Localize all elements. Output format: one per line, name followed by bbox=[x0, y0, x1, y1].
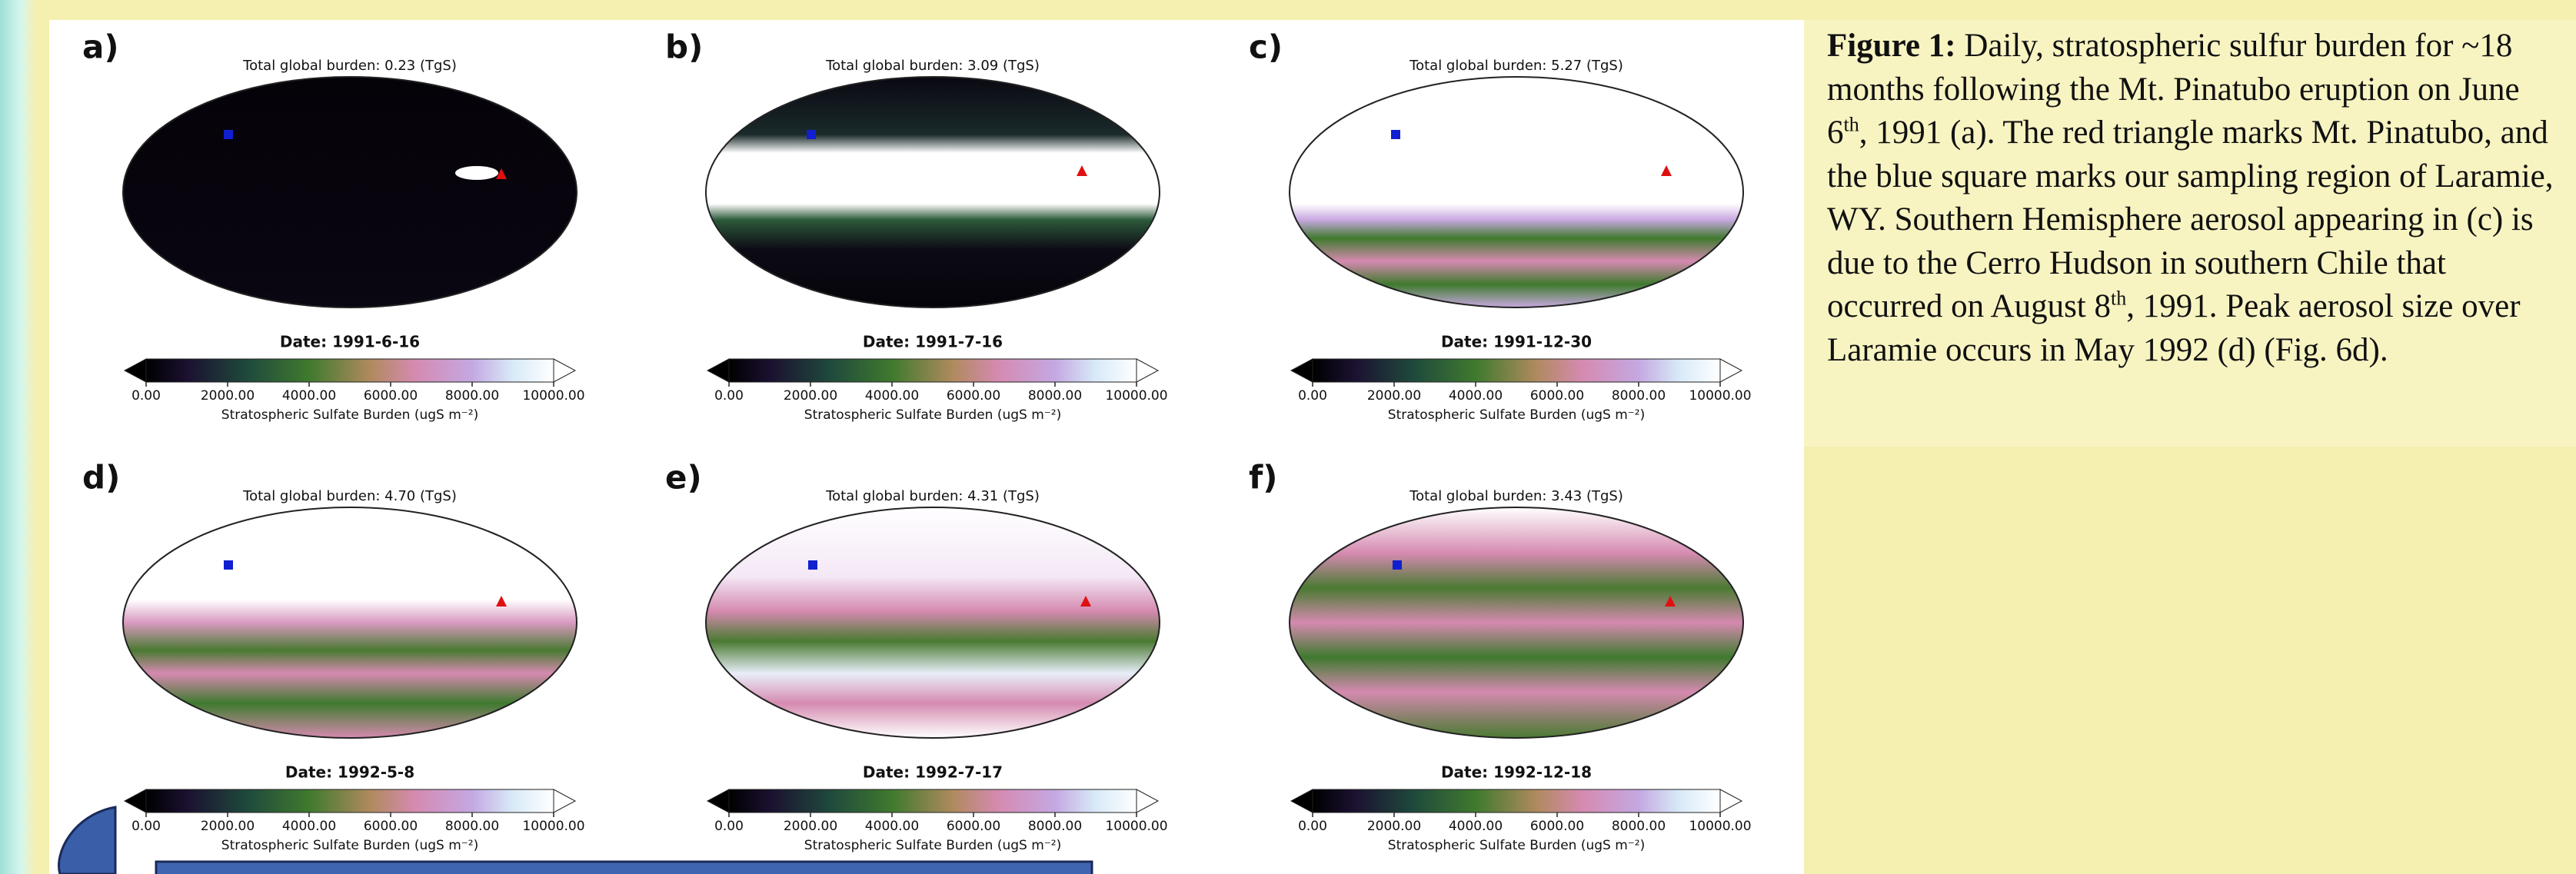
map-date: Date: 1992-12-18 bbox=[1441, 763, 1592, 782]
page: a) Total global burden: 0.23 (TgS) Date: 1… bbox=[0, 0, 2576, 874]
colorbar bbox=[146, 359, 554, 382]
colorbar-tick-label: 0.00 bbox=[131, 388, 161, 404]
map-date: Date: 1991-7-16 bbox=[863, 333, 1003, 351]
figure: a) Total global burden: 0.23 (TgS) Date: 1… bbox=[0, 0, 1804, 874]
map-title: Total global burden: 5.27 (TgS) bbox=[1409, 58, 1623, 74]
colorbar-tick-label: 10000.00 bbox=[522, 819, 584, 834]
panel-label: f) bbox=[1249, 459, 1277, 497]
colorbar bbox=[729, 359, 1137, 382]
colorbar-tick-label: 8000.00 bbox=[445, 819, 499, 834]
colorbar-tick-label: 10000.00 bbox=[1689, 819, 1751, 834]
map bbox=[706, 77, 1160, 307]
colorbar-tick-label: 0.00 bbox=[1298, 388, 1327, 404]
colorbar-tick-label: 0.00 bbox=[1298, 819, 1327, 834]
decor-box bbox=[156, 862, 1092, 874]
map-date: Date: 1991-12-30 bbox=[1441, 333, 1592, 351]
aerosol-plume bbox=[455, 166, 498, 180]
colorbar-tick-label: 2000.00 bbox=[201, 819, 255, 834]
map bbox=[1290, 77, 1743, 307]
panel-label: a) bbox=[82, 28, 119, 66]
colorbar bbox=[1313, 789, 1720, 813]
map-title: Total global burden: 4.31 (TgS) bbox=[825, 488, 1040, 504]
colorbar-tick-label: 10000.00 bbox=[522, 388, 584, 404]
laramie-marker bbox=[1391, 130, 1400, 139]
colorbar-tick-label: 6000.00 bbox=[947, 388, 1000, 404]
colorbar-tick-label: 2000.00 bbox=[784, 819, 837, 834]
map-title: Total global burden: 4.70 (TgS) bbox=[242, 488, 457, 504]
colorbar bbox=[146, 789, 554, 813]
colorbar-tick-label: 6000.00 bbox=[947, 819, 1000, 834]
colorbar-tick-label: 0.00 bbox=[714, 388, 744, 404]
panel-label: d) bbox=[82, 459, 120, 497]
colorbar-tick-label: 8000.00 bbox=[1612, 819, 1666, 834]
panel-label: e) bbox=[665, 459, 702, 497]
colorbar-tick-label: 2000.00 bbox=[201, 388, 255, 404]
colorbar-tick-label: 0.00 bbox=[131, 819, 161, 834]
laramie-marker bbox=[224, 130, 233, 139]
colorbar-label: Stratospheric Sulfate Burden (ugS m⁻²) bbox=[804, 407, 1061, 423]
colorbar-tick-label: 8000.00 bbox=[1028, 819, 1082, 834]
caption: Figure 1: Daily, stratospheric sulfur bu… bbox=[1804, 20, 2576, 447]
colorbar-label: Stratospheric Sulfate Burden (ugS m⁻²) bbox=[1388, 838, 1645, 853]
map bbox=[123, 77, 577, 307]
colorbar-tick-label: 6000.00 bbox=[1530, 388, 1584, 404]
colorbar-tick-label: 2000.00 bbox=[784, 388, 837, 404]
colorbar-label: Stratospheric Sulfate Burden (ugS m⁻²) bbox=[1388, 407, 1645, 423]
colorbar-tick-label: 10000.00 bbox=[1689, 388, 1751, 404]
map-date: Date: 1991-6-16 bbox=[280, 333, 420, 351]
colorbar-tick-label: 8000.00 bbox=[1612, 388, 1666, 404]
map bbox=[123, 507, 577, 738]
colorbar-tick-label: 4000.00 bbox=[1449, 819, 1503, 834]
colorbar-label: Stratospheric Sulfate Burden (ugS m⁻²) bbox=[804, 838, 1061, 853]
laramie-marker bbox=[1393, 560, 1402, 570]
map-title: Total global burden: 0.23 (TgS) bbox=[242, 58, 457, 74]
panel-label: c) bbox=[1249, 28, 1283, 66]
colorbar-tick-label: 4000.00 bbox=[865, 388, 919, 404]
colorbar-tick-label: 6000.00 bbox=[1530, 819, 1584, 834]
caption-label: Figure 1: bbox=[1827, 28, 1956, 64]
colorbar-tick-label: 6000.00 bbox=[364, 819, 418, 834]
colorbar bbox=[1313, 359, 1720, 382]
superscript: th bbox=[2111, 287, 2126, 310]
colorbar-tick-label: 10000.00 bbox=[1105, 388, 1167, 404]
colorbar-tick-label: 8000.00 bbox=[445, 388, 499, 404]
superscript: th bbox=[1844, 114, 1859, 136]
map bbox=[706, 507, 1160, 738]
colorbar bbox=[729, 789, 1137, 813]
colorbar-tick-label: 4000.00 bbox=[1449, 388, 1503, 404]
map-date: Date: 1992-5-8 bbox=[285, 763, 414, 782]
map bbox=[1290, 507, 1743, 738]
laramie-marker bbox=[224, 560, 233, 570]
colorbar-tick-label: 4000.00 bbox=[282, 819, 336, 834]
colorbar-tick-label: 4000.00 bbox=[865, 819, 919, 834]
colorbar-tick-label: 6000.00 bbox=[364, 388, 418, 404]
colorbar-tick-label: 2000.00 bbox=[1367, 388, 1421, 404]
colorbar-label: Stratospheric Sulfate Burden (ugS m⁻²) bbox=[221, 407, 478, 423]
colorbar-label: Stratospheric Sulfate Burden (ugS m⁻²) bbox=[221, 838, 478, 853]
map-title: Total global burden: 3.43 (TgS) bbox=[1409, 488, 1623, 504]
map-title: Total global burden: 3.09 (TgS) bbox=[825, 58, 1040, 74]
colorbar-tick-label: 8000.00 bbox=[1028, 388, 1082, 404]
colorbar-tick-label: 10000.00 bbox=[1105, 819, 1167, 834]
panel-label: b) bbox=[665, 28, 703, 66]
colorbar-tick-label: 0.00 bbox=[714, 819, 744, 834]
colorbar-tick-label: 2000.00 bbox=[1367, 819, 1421, 834]
colorbar-tick-label: 4000.00 bbox=[282, 388, 336, 404]
laramie-marker bbox=[807, 130, 816, 139]
laramie-marker bbox=[808, 560, 817, 570]
map-date: Date: 1992-7-17 bbox=[863, 763, 1003, 782]
